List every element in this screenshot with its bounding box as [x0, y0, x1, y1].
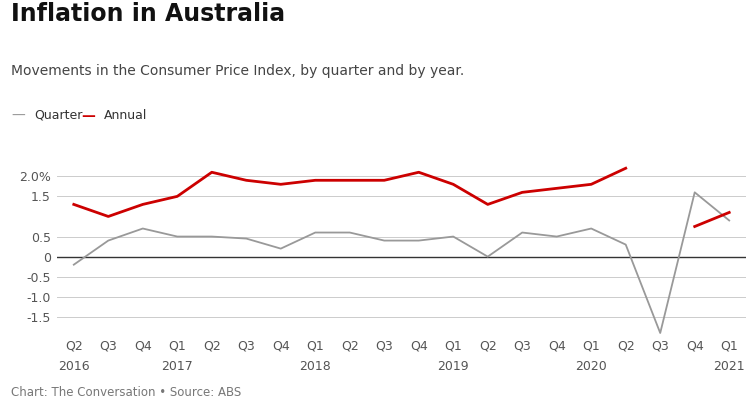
Text: Inflation in Australia: Inflation in Australia [11, 2, 286, 26]
Text: 2016: 2016 [58, 360, 90, 373]
Text: Quarter: Quarter [34, 109, 82, 122]
Text: Chart: The Conversation • Source: ABS: Chart: The Conversation • Source: ABS [11, 386, 241, 399]
Text: 2018: 2018 [299, 360, 331, 373]
Text: Movements in the Consumer Price Index, by quarter and by year.: Movements in the Consumer Price Index, b… [11, 64, 464, 78]
Text: 2017: 2017 [161, 360, 193, 373]
Text: —: — [11, 109, 25, 123]
Text: 2020: 2020 [575, 360, 607, 373]
Text: —: — [81, 109, 95, 123]
Text: Annual: Annual [104, 109, 148, 122]
Text: 2019: 2019 [437, 360, 469, 373]
Text: 2021: 2021 [713, 360, 745, 373]
